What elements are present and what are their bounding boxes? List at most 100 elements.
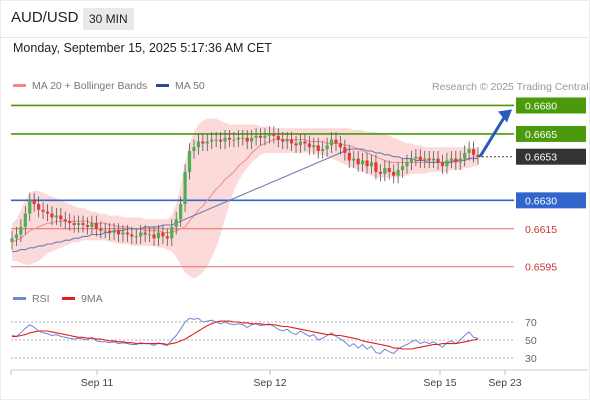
- candle-body: [54, 215, 58, 218]
- level-label-0.6615: 0.6615: [525, 224, 557, 236]
- current-price-badge: [516, 148, 586, 165]
- rsi-line: [11, 317, 479, 355]
- candle-body: [445, 160, 449, 167]
- x-tick-label-2: Sep 15: [423, 377, 456, 389]
- candle-body: [374, 162, 378, 172]
- timeframe-badge[interactable]: 30 MIN: [83, 8, 134, 30]
- legend-ma50: MA 50: [156, 80, 205, 92]
- candle-body: [183, 171, 187, 205]
- candle-body: [378, 171, 382, 174]
- candle-body: [201, 141, 205, 144]
- legend-ma20: MA 20 + Bollinger Bands: [13, 80, 147, 92]
- candle-body: [392, 171, 396, 176]
- candle-body: [179, 204, 183, 220]
- candle-body: [440, 162, 445, 167]
- candle-body: [161, 232, 165, 237]
- candle-body: [250, 137, 254, 142]
- candle-body: [23, 213, 27, 227]
- candle-body: [285, 139, 289, 142]
- candle-body: [165, 236, 169, 239]
- candle-body: [10, 238, 14, 243]
- candle-body: [423, 158, 427, 161]
- candle-body: [152, 234, 156, 239]
- candle-body: [396, 169, 400, 176]
- candle-body: [329, 139, 334, 146]
- candle-body: [76, 223, 81, 225]
- rsi-swatch: [13, 296, 26, 300]
- candle-body: [232, 139, 236, 141]
- candle-body: [37, 204, 41, 210]
- candle-body: [458, 158, 462, 163]
- candle-body: [436, 158, 440, 163]
- candle-body: [121, 232, 125, 235]
- candle-body: [352, 158, 356, 161]
- candle-body: [298, 141, 303, 146]
- candle-body: [383, 168, 387, 174]
- candle-body: [236, 137, 240, 140]
- candle-body: [19, 226, 23, 235]
- candle-body: [467, 149, 471, 153]
- header-bar: AUD/USD 30 MIN: [0, 0, 590, 38]
- candle-body: [418, 156, 422, 161]
- timestamp: Monday, September 15, 2025 5:17:36 AM CE…: [13, 41, 272, 55]
- candle-body: [63, 219, 67, 222]
- level-label-0.6665: 0.6665: [525, 129, 557, 141]
- level-badge-0.6680: [516, 97, 586, 114]
- legend-9ma-label: 9MA: [81, 293, 103, 305]
- ma50-swatch: [156, 83, 169, 87]
- legend-ma50-label: MA 50: [175, 80, 205, 92]
- legend-rsi-label: RSI: [32, 293, 50, 305]
- current-price-label: 0.6653: [525, 152, 557, 164]
- bollinger-band-area: [12, 118, 478, 279]
- candle-body: [307, 143, 311, 148]
- candle-body: [347, 152, 351, 161]
- candle-body: [205, 141, 209, 144]
- candle-body: [192, 147, 196, 152]
- candle-body: [170, 226, 174, 239]
- candle-body: [14, 234, 19, 239]
- candle-body: [139, 232, 143, 237]
- candle-body: [303, 141, 307, 144]
- candle-body: [187, 151, 192, 172]
- legend-ma20-label: MA 20 + Bollinger Bands: [32, 80, 148, 92]
- candle-body: [414, 156, 418, 159]
- candle-body: [258, 135, 263, 138]
- forecast-arrow-shaft: [478, 113, 508, 158]
- candle-body: [254, 135, 258, 138]
- legend-rsi: RSI: [13, 293, 50, 305]
- candle-body: [125, 232, 129, 235]
- legend-9ma: 9MA: [62, 293, 103, 305]
- candle-body: [112, 230, 116, 233]
- candle-body: [449, 158, 453, 161]
- level-label-0.6680: 0.6680: [525, 100, 557, 112]
- candle-body: [263, 135, 267, 138]
- forecast-arrow-head: [498, 109, 512, 123]
- candle-body: [134, 236, 138, 238]
- candle-body: [174, 219, 178, 227]
- rsi-tick-30: 30: [525, 353, 537, 365]
- candle-body: [41, 209, 45, 212]
- candle-body: [85, 224, 90, 227]
- candle-body: [59, 215, 63, 220]
- candle-body: [400, 166, 405, 170]
- candle-body: [387, 168, 391, 172]
- level-badge-0.6665: [516, 125, 586, 142]
- ma20-swatch: [13, 83, 26, 87]
- candle-body: [94, 223, 98, 229]
- instrument-title: AUD/USD: [11, 9, 79, 26]
- candle-body: [471, 149, 476, 155]
- candle-body: [45, 211, 50, 214]
- candle-body: [116, 230, 121, 235]
- level-badge-0.6630: [516, 192, 586, 209]
- candle-body: [223, 137, 227, 142]
- candle-body: [316, 145, 320, 152]
- candle-body: [281, 139, 285, 142]
- candle-body: [108, 230, 112, 233]
- candle-body: [156, 232, 161, 239]
- candle-body: [81, 223, 85, 225]
- candle-body: [476, 154, 480, 157]
- candle-body: [290, 139, 294, 144]
- candle-body: [227, 137, 232, 140]
- candle-body: [272, 133, 276, 136]
- candle-body: [338, 143, 343, 148]
